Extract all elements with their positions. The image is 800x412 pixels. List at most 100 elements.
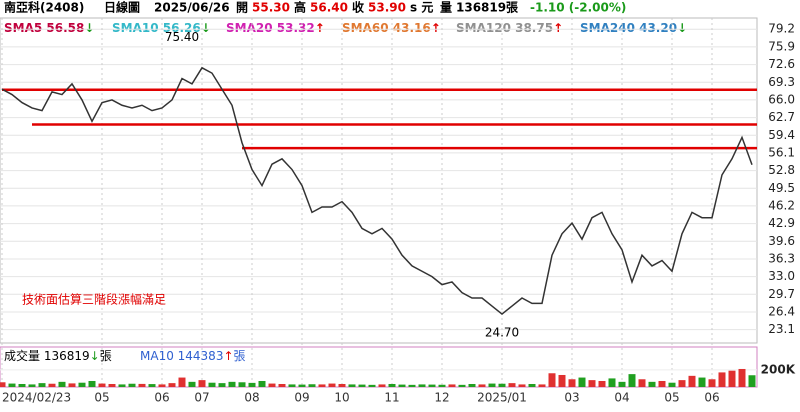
volume-bar: [688, 375, 696, 387]
volume-bar: [198, 380, 206, 387]
volume-bar: [728, 370, 736, 387]
volume-bar: [418, 384, 426, 387]
x-tick-label: 04: [614, 391, 629, 405]
volume-bar: [528, 383, 536, 387]
volume-bar: [628, 374, 636, 387]
x-tick-label: 05: [94, 391, 109, 405]
y-tick-label: 72.6: [768, 57, 795, 71]
volume-bar: [678, 380, 686, 387]
volume-bar: [308, 384, 316, 387]
volume-bar: [78, 382, 86, 387]
volume-bar: [548, 373, 556, 387]
volume-bar: [448, 384, 456, 387]
volume-bar: [98, 383, 106, 387]
y-tick-label: 59.4: [768, 128, 795, 142]
volume-bar: [748, 375, 756, 387]
volume-tick-label: 200K: [761, 362, 796, 376]
volume-bar: [358, 384, 366, 387]
volume-bar: [118, 384, 126, 387]
volume-ma: MA10 144383↑張: [140, 349, 246, 363]
volume-ma-part: 張: [234, 349, 246, 363]
volume-bar: [408, 384, 416, 387]
header-text: 量: [440, 1, 452, 15]
volume-bar: [498, 383, 506, 387]
sma-text: SMA120 38.75: [456, 21, 553, 35]
sma-label: SMA240 43.20↓: [580, 21, 687, 35]
header-text: 高: [294, 0, 306, 15]
y-tick-label: 39.6: [768, 234, 795, 248]
volume-bar: [518, 384, 526, 387]
x-tick-label: 2024/02/23: [2, 391, 71, 405]
volume-bar: [28, 384, 36, 387]
volume-bar: [108, 383, 116, 387]
price-annotation: 75.40: [165, 30, 199, 44]
header-text: 張: [506, 1, 519, 15]
volume-bar: [348, 384, 356, 387]
x-tick-label: 07: [194, 391, 209, 405]
volume-bar: [438, 384, 446, 387]
x-tick-label: 05: [664, 391, 679, 405]
header-text: 2025/06/26: [154, 1, 230, 15]
volume-bar: [158, 384, 166, 387]
y-tick-label: 52.8: [768, 163, 795, 177]
volume-bar: [288, 384, 296, 387]
volume-bar: [368, 384, 376, 387]
volume-bar: [318, 384, 326, 387]
volume-bar: [478, 384, 486, 387]
volume-ma-part: ↑: [223, 349, 233, 363]
volume-title-part: 張: [100, 349, 112, 363]
volume-bar: [0, 382, 6, 387]
note: 技術面估算三階段漲幅滿足: [22, 292, 166, 307]
price-panel: [0, 17, 758, 344]
volume-bar: [298, 384, 306, 387]
volume-bar: [18, 383, 26, 387]
volume-bar: [328, 383, 336, 387]
volume-bar: [68, 383, 76, 387]
x-tick-label: 09: [294, 391, 309, 405]
sma-label: SMA120 38.75↑: [456, 21, 563, 35]
sma-label: SMA5 56.58↓: [4, 21, 94, 35]
volume-bar: [568, 379, 576, 387]
volume-bar: [258, 380, 266, 387]
sma-label: SMA10 56.26↓: [112, 21, 211, 35]
x-tick-label: 06: [154, 391, 169, 405]
y-tick-label: 62.7: [768, 110, 795, 124]
volume-bar: [698, 377, 706, 387]
volume-bar: [188, 381, 196, 387]
volume-bar: [608, 378, 616, 387]
volume-bar: [138, 383, 146, 387]
volume-title: 成交量 136819↓張: [4, 348, 112, 363]
volume-bar: [738, 368, 746, 387]
volume-bar: [178, 377, 186, 387]
volume-bar: [88, 380, 96, 387]
sma-label: SMA20 53.32↑: [226, 21, 325, 35]
sma-text: SMA240 43.20: [580, 21, 677, 35]
x-tick-label: 10: [334, 391, 349, 405]
sma-label: SMA60 43.16↑: [342, 21, 441, 35]
y-tick-label: 42.9: [768, 216, 795, 230]
sma-arrow: ↓: [84, 21, 94, 35]
price-annotation: 24.70: [485, 326, 519, 340]
sma-text: SMA10 56.26: [112, 21, 201, 35]
volume-bar: [538, 384, 546, 387]
price-line: [1, 66, 753, 316]
sma-text: SMA5 56.58: [4, 21, 84, 35]
y-tick-label: 36.3: [768, 251, 795, 265]
volume-bar: [338, 383, 346, 387]
volume-bar: [618, 381, 626, 387]
volume-bar: [128, 383, 136, 387]
sma-text: SMA60 43.16: [342, 21, 431, 35]
volume-bar: [638, 379, 646, 387]
sma-text: SMA20 53.32: [226, 21, 315, 35]
volume-bar: [268, 383, 276, 387]
header-text: 136819: [456, 1, 506, 15]
header-text: 日線圖: [104, 0, 140, 15]
volume-bar: [8, 383, 16, 387]
volume-bar: [708, 379, 716, 387]
volume-title-part: ↓: [90, 349, 100, 363]
volume-bar: [428, 384, 436, 387]
volume-bar: [48, 383, 56, 387]
volume-bar: [488, 383, 496, 387]
volume-bar: [468, 383, 476, 387]
